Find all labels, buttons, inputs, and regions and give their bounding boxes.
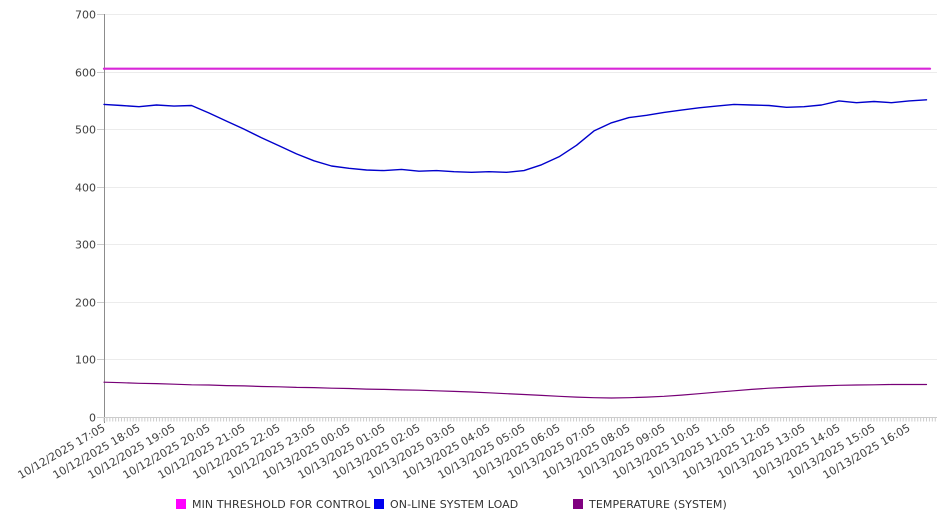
legend-label-temperature: TEMPERATURE (SYSTEM): [589, 497, 727, 511]
x-axis-minor-ticks: [103, 417, 937, 422]
y-tick-label: 200: [75, 297, 96, 310]
legend-label-min-threshold: MIN THRESHOLD FOR CONTROL: [192, 497, 371, 511]
legend-item-on-line-system-load[interactable]: ON-LINE SYSTEM LOAD: [374, 496, 518, 512]
y-tick-label: 100: [75, 354, 96, 367]
y-tick-label: 300: [75, 239, 96, 252]
series-line-temperature-system-: [103, 381, 928, 399]
y-tick-label: 0: [89, 412, 96, 425]
legend-swatch-min-threshold-icon: [176, 499, 186, 509]
legend-label-system-load: ON-LINE SYSTEM LOAD: [390, 497, 519, 511]
legend-item-min-threshold-for-control[interactable]: MIN THRESHOLD FOR CONTROL: [176, 496, 370, 512]
y-axis-labels: 0 100 200 300 400 500 600 700: [75, 9, 96, 425]
y-tick-label: 400: [75, 182, 96, 195]
legend-swatch-temperature-icon: [573, 499, 583, 509]
legend-item-temperature-system[interactable]: TEMPERATURE (SYSTEM): [573, 496, 727, 512]
chart-legend: MIN THRESHOLD FOR CONTROL ON-LINE SYSTEM…: [0, 496, 946, 516]
legend-swatch-system-load-icon: [374, 499, 384, 509]
y-tick-label: 700: [75, 9, 96, 22]
line-chart: 0 100 200 300 400 500 600 700 10/12/2025 17:0510…: [16, 9, 937, 482]
y-tick-label: 500: [75, 124, 96, 137]
series-line-on-line-system-load: [103, 99, 928, 174]
y-tick-label: 600: [75, 67, 96, 80]
gridlines: [97, 14, 937, 418]
